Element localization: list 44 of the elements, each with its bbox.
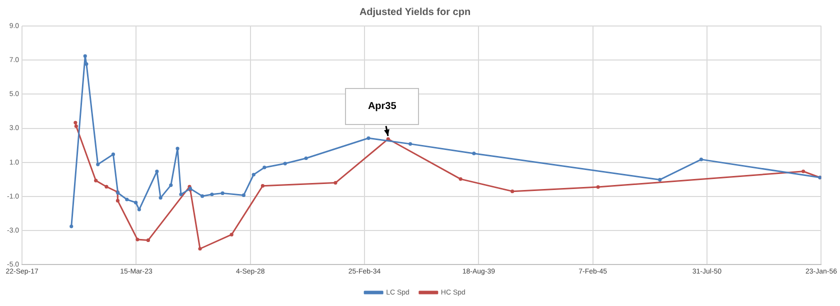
point <box>283 162 287 166</box>
point <box>510 190 514 194</box>
point <box>136 238 140 242</box>
point <box>137 208 141 212</box>
point <box>472 152 476 156</box>
point <box>242 193 246 198</box>
point <box>134 200 138 204</box>
point <box>74 120 78 124</box>
point <box>220 191 224 195</box>
point <box>96 162 100 166</box>
point <box>84 62 88 66</box>
point <box>111 152 116 156</box>
point <box>200 194 204 198</box>
point <box>596 185 600 189</box>
point <box>169 183 173 187</box>
point <box>104 184 108 189</box>
point <box>146 238 150 242</box>
point <box>125 198 129 202</box>
point <box>458 177 462 181</box>
point <box>230 232 234 236</box>
point <box>70 224 74 228</box>
point <box>94 178 98 182</box>
point <box>210 192 214 196</box>
point <box>658 178 662 182</box>
callout-box: Apr35 <box>345 88 420 125</box>
point <box>304 156 308 160</box>
point <box>198 246 202 251</box>
point <box>262 166 266 170</box>
point <box>260 184 264 188</box>
point <box>74 124 78 128</box>
point <box>252 172 256 176</box>
annotation: Apr35 <box>368 100 396 112</box>
point <box>366 136 370 140</box>
point <box>802 170 806 174</box>
point <box>158 196 162 200</box>
point <box>155 170 159 174</box>
point <box>408 142 412 146</box>
chart-title: Adjusted Yields for cpn <box>359 6 471 18</box>
point <box>83 54 87 58</box>
point <box>116 198 120 202</box>
point <box>179 192 183 196</box>
point <box>176 146 180 150</box>
point <box>334 180 338 185</box>
point <box>699 158 704 162</box>
